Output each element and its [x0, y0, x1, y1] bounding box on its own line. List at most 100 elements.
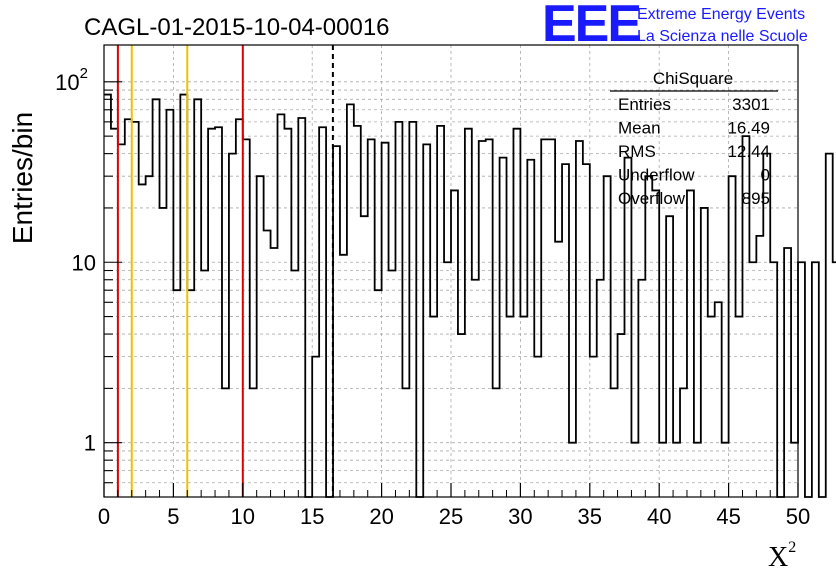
stats-rows: Entries 3301 Mean 16.49 RMS 12.44 Underflow 0 Ov…: [618, 95, 770, 208]
histogram-bin: [444, 262, 451, 497]
x-axis-label-base: X: [768, 542, 788, 572]
histogram-bin: [798, 262, 805, 497]
histogram-bin: [430, 317, 437, 497]
histogram-bin: [638, 280, 645, 497]
histogram-bin: [333, 146, 340, 497]
histogram-bin: [562, 164, 569, 497]
histogram-bin: [451, 190, 458, 497]
histogram-bin: [555, 242, 562, 497]
histogram-bin: [298, 118, 305, 497]
histogram-bin: [784, 248, 791, 497]
histogram-bin: [409, 122, 416, 497]
histogram-bin: [749, 262, 756, 497]
histogram-bin: [437, 126, 444, 497]
histogram-bin: [625, 158, 632, 497]
histogram-bin: [736, 317, 743, 497]
chart-title: CAGL-01-2015-10-04-00016: [84, 14, 390, 41]
histogram-bin: [160, 208, 167, 497]
histogram-bin: [153, 99, 160, 497]
histogram-bin: [264, 230, 271, 497]
reference-lines: [116, 45, 334, 497]
histogram-bin: [125, 119, 132, 497]
x-tick-label: 45: [716, 504, 740, 529]
histogram-bin: [423, 144, 430, 497]
logo-line-1: Extreme Energy Events: [637, 6, 805, 23]
histogram-bin: [479, 141, 486, 497]
x-tick-label: 20: [369, 504, 393, 529]
histogram-bin: [402, 388, 409, 497]
y-axis-label: Entries/bin: [7, 112, 38, 244]
histogram-bin: [250, 388, 257, 497]
histogram-bin: [146, 176, 153, 497]
histogram-bin: [770, 262, 777, 497]
histogram-bin: [590, 357, 597, 497]
histogram-bin: [472, 280, 479, 497]
histogram-bin: [458, 334, 465, 497]
histogram-bin: [694, 443, 701, 497]
stats-row-value: 12.44: [727, 142, 770, 161]
histogram-bin: [527, 160, 534, 497]
histogram-bin: [187, 290, 194, 497]
histogram-bin: [576, 141, 583, 497]
histogram-bin: [611, 388, 618, 497]
stats-row-value: 3301: [732, 95, 770, 114]
histogram-bin: [229, 154, 236, 497]
histogram-bin: [361, 216, 368, 497]
histogram-bin: [507, 317, 514, 497]
x-tick-label: 10: [231, 504, 255, 529]
histogram-bin: [541, 139, 548, 497]
histogram-bin: [382, 143, 389, 497]
histogram-bin: [708, 317, 715, 497]
stats-row-value: 895: [742, 189, 770, 208]
histogram-bin: [354, 126, 361, 497]
histogram-bin: [368, 139, 375, 497]
y-tick-label: 102: [55, 65, 88, 95]
histogram-bin: [236, 119, 243, 497]
x-axis-ticks: 0 5 10 15 20 25 30 35 40 45 50: [98, 483, 810, 529]
histogram-bin: [215, 127, 222, 497]
histogram-bin: [375, 290, 382, 497]
stats-box: ChiSquare Entries 3301 Mean 16.49 RMS 12.44 Un…: [610, 69, 778, 208]
histogram-bin: [180, 95, 187, 497]
histogram-bin: [659, 443, 666, 497]
histogram-bin: [347, 104, 354, 497]
histogram-bin: [104, 95, 111, 497]
histogram-bin: [340, 255, 347, 497]
histogram-bin: [319, 127, 326, 497]
x-tick-label: 30: [508, 504, 532, 529]
stats-title: ChiSquare: [653, 69, 733, 88]
histogram-bin: [729, 176, 736, 497]
histogram-bin: [291, 271, 298, 497]
histogram-bin: [465, 129, 472, 497]
histogram-bin: [132, 122, 139, 497]
histogram-bin: [208, 129, 215, 497]
y-tick-label-base: 10: [55, 70, 79, 95]
histogram-bin: [715, 302, 722, 497]
histogram-bin: [631, 443, 638, 497]
x-tick-label: 40: [647, 504, 671, 529]
histogram-bin: [312, 357, 319, 497]
histogram-bin: [666, 216, 673, 497]
x-tick-label: 0: [98, 504, 110, 529]
histogram-bin: [513, 129, 520, 497]
histogram-bin: [486, 139, 493, 497]
x-tick-label: 25: [439, 504, 463, 529]
histogram-outline: [104, 93, 836, 498]
histogram-bin: [652, 190, 659, 497]
histogram-bin: [284, 129, 291, 497]
y-tick-label-exponent: 2: [80, 65, 88, 82]
histogram-bin: [278, 114, 285, 497]
histogram-bins: [104, 93, 836, 498]
histogram-bin: [812, 262, 819, 497]
histogram-bin: [166, 110, 173, 497]
logo-line-2: La Scienza nelle Scuole: [637, 28, 808, 45]
histogram-bin: [173, 290, 180, 497]
x-tick-label: 15: [300, 504, 324, 529]
histogram-bin: [756, 236, 763, 497]
stats-row-value: 0: [761, 166, 770, 185]
histogram-bin: [389, 271, 396, 497]
histogram-bin: [680, 388, 687, 497]
eee-logo: EEE Extreme Energy Events La Scienza nel…: [542, 0, 808, 53]
histogram-bin: [222, 388, 229, 497]
